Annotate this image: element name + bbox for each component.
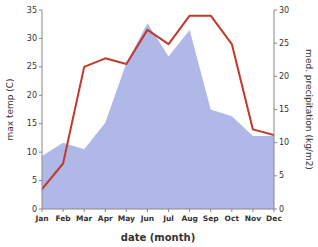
- plot-area: [42, 16, 274, 209]
- y2-tick-label: 5: [279, 171, 284, 180]
- chart: 0 5 10 15 20 25 30 35 0 5 10 15 20 25 30 Jan Feb Mar Apr Ma…: [0, 0, 318, 247]
- y2-tick: [274, 175, 277, 176]
- y2-tick-label: 10: [279, 138, 289, 147]
- y2-tick-label: 15: [279, 105, 289, 114]
- x-tick-label: Feb: [55, 214, 71, 223]
- x-axis-line: [42, 209, 274, 210]
- y-tick-label: 10: [27, 148, 37, 157]
- y2-tick-label: 20: [279, 72, 289, 81]
- y-tick-label: 0: [32, 205, 37, 214]
- x-tick-label: Mar: [76, 214, 93, 223]
- y-tick: [39, 123, 42, 124]
- y2-tick-label: 30: [279, 6, 289, 15]
- x-tick-label: Jul: [162, 214, 174, 223]
- x-tick: [274, 209, 275, 212]
- x-tick-label: Jan: [34, 214, 48, 223]
- y2-tick-label: 25: [279, 39, 289, 48]
- x-tick-label: Oct: [225, 214, 240, 223]
- x-tick: [126, 209, 127, 212]
- axes: 0 5 10 15 20 25 30 35 0 5 10 15 20 25 30 Jan Feb Mar Apr Ma…: [27, 6, 289, 224]
- x-tick-label: Nov: [245, 214, 261, 223]
- y2-tick-label: 0: [279, 205, 284, 214]
- x-tick: [231, 209, 232, 212]
- y-tick-label: 5: [32, 176, 37, 185]
- y2-tick: [274, 76, 277, 77]
- y-tick: [39, 180, 42, 181]
- x-tick: [42, 209, 43, 212]
- y-tick-label: 30: [27, 34, 37, 43]
- y-tick-label: 20: [27, 91, 37, 100]
- x-axis-label: date (month): [121, 232, 195, 243]
- y2-tick: [274, 10, 277, 11]
- x-tick-label: May: [118, 214, 135, 223]
- chart-container: 0 5 10 15 20 25 30 35 0 5 10 15 20 25 30 Jan Feb Mar Apr Ma…: [0, 0, 318, 247]
- y-tick-label: 15: [27, 119, 37, 128]
- x-tick-label: Jun: [140, 214, 154, 223]
- y-tick: [39, 152, 42, 153]
- y-tick: [39, 66, 42, 67]
- x-tick-label: Aug: [181, 214, 198, 223]
- x-tick: [210, 209, 211, 212]
- x-tick-label: Apr: [98, 214, 113, 223]
- x-tick: [84, 209, 85, 212]
- x-tick: [63, 209, 64, 212]
- y-axis-line: [42, 10, 43, 209]
- y2-tick: [274, 43, 277, 44]
- x-tick: [252, 209, 253, 212]
- y2-tick: [274, 109, 277, 110]
- y2-tick: [274, 142, 277, 143]
- y-tick: [39, 10, 42, 11]
- y-tick-label: 25: [27, 62, 37, 71]
- precipitation-area: [42, 23, 274, 209]
- x-tick-label: Dec: [266, 214, 282, 223]
- y2-axis-label: med. precipitation (kg/m2): [304, 49, 314, 170]
- y-tick-label: 35: [27, 6, 37, 15]
- x-tick: [168, 209, 169, 212]
- x-tick: [105, 209, 106, 212]
- y-tick: [39, 95, 42, 96]
- y-axis-label: max temp (C): [5, 78, 15, 140]
- y-tick: [39, 38, 42, 39]
- temperature-line: [42, 16, 274, 189]
- x-tick: [147, 209, 148, 212]
- x-tick-label: Sep: [203, 214, 219, 223]
- x-tick: [189, 209, 190, 212]
